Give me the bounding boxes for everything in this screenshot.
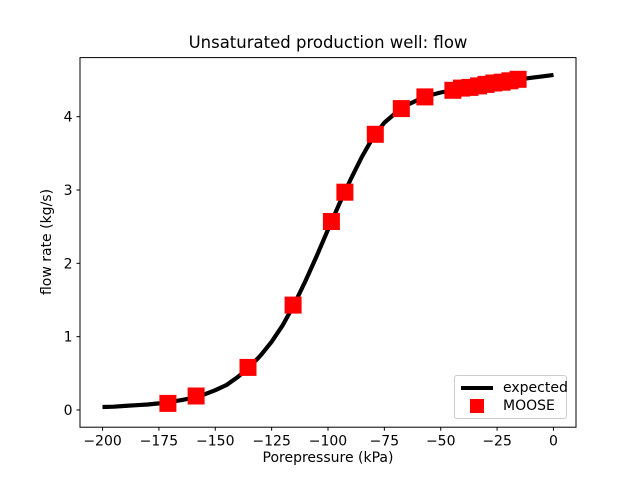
expected-line-swatch	[461, 386, 493, 390]
x-tick-label: −100	[309, 434, 347, 450]
x-tick-label: −200	[83, 434, 121, 450]
x-tick-label: −175	[140, 434, 178, 450]
moose-data-marker	[187, 387, 205, 405]
moose-marker-swatch	[470, 399, 484, 413]
legend: expected MOOSE	[454, 375, 568, 419]
moose-data-marker	[322, 213, 340, 230]
moose-data-marker	[509, 70, 527, 88]
moose-data-marker	[239, 358, 257, 376]
expected-curve	[102, 72, 554, 410]
x-tick-label: 0	[549, 434, 558, 450]
legend-swatch-box	[461, 399, 493, 413]
x-axis-label: Porepressure (kPa)	[262, 450, 394, 466]
y-axis-label: flow rate (kg/s)	[39, 188, 55, 296]
legend-entry-expected: expected	[461, 380, 568, 396]
legend-label-moose: MOOSE	[503, 398, 555, 414]
y-tick-label: 3	[64, 183, 73, 199]
axes-frame	[79, 57, 577, 428]
y-tick-label: 4	[64, 110, 73, 126]
x-tick-label: −125	[252, 434, 290, 450]
legend-entry-moose: MOOSE	[461, 398, 560, 414]
moose-data-marker	[336, 183, 354, 201]
y-tick-label: 1	[64, 330, 73, 346]
moose-data-marker	[159, 394, 177, 412]
legend-swatch-box	[461, 386, 493, 390]
moose-data-marker	[366, 125, 384, 143]
chart-title: Unsaturated production well: flow	[188, 33, 468, 52]
x-tick-label: −75	[370, 434, 400, 450]
y-tick-label: 2	[64, 256, 73, 272]
moose-data-marker	[416, 88, 434, 106]
moose-data-marker	[392, 100, 410, 118]
x-tick-label: −50	[426, 434, 456, 450]
x-tick-label: −25	[482, 434, 512, 450]
moose-data-marker	[284, 296, 302, 314]
y-tick-label: 0	[64, 403, 73, 419]
x-tick-label: −150	[196, 434, 234, 450]
legend-label-expected: expected	[503, 380, 568, 396]
